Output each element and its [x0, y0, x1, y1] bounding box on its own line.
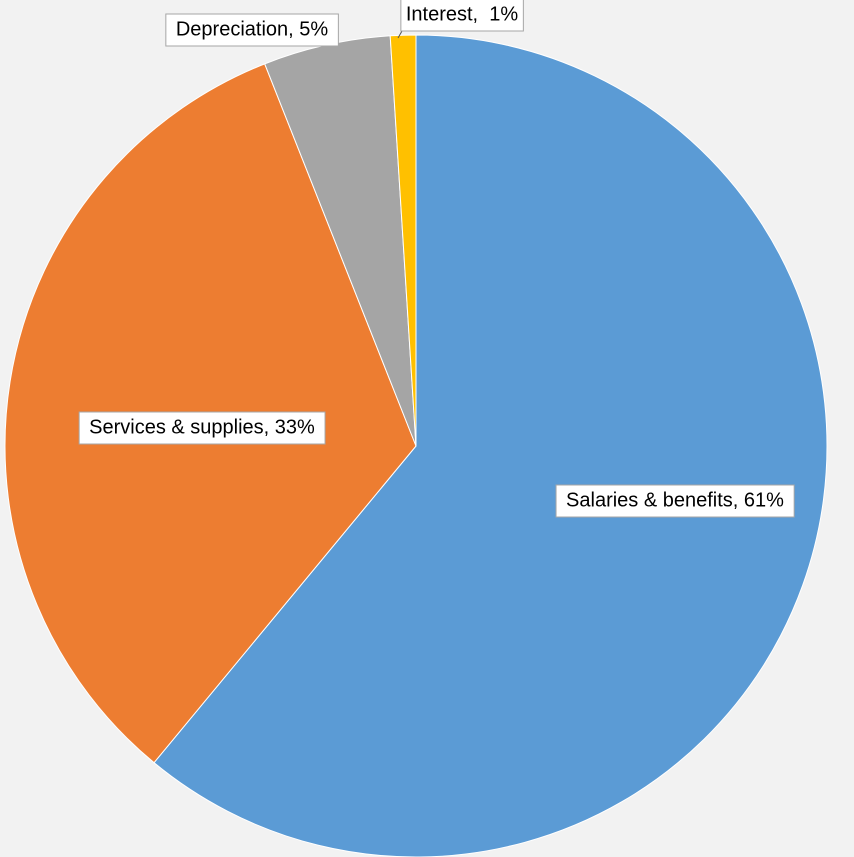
label-box	[400, 0, 524, 32]
data-label-text: Interest, 1%	[406, 3, 518, 25]
pie-slice	[153, 34, 828, 857]
data-label-text: Depreciation, 5%	[176, 18, 329, 40]
data-label: Services & supplies, 33%	[78, 411, 326, 445]
leader-line	[397, 30, 403, 39]
pie-slice	[389, 34, 417, 447]
label-box	[555, 484, 795, 518]
data-label-text: Salaries & benefits, 61%	[566, 489, 784, 511]
data-label-text: Services & supplies, 33%	[89, 416, 315, 438]
label-box	[78, 411, 326, 445]
data-label: Depreciation, 5%	[165, 13, 339, 47]
label-box	[165, 13, 339, 47]
data-label: Salaries & benefits, 61%	[555, 484, 795, 518]
data-label: Interest, 1%	[400, 0, 524, 32]
